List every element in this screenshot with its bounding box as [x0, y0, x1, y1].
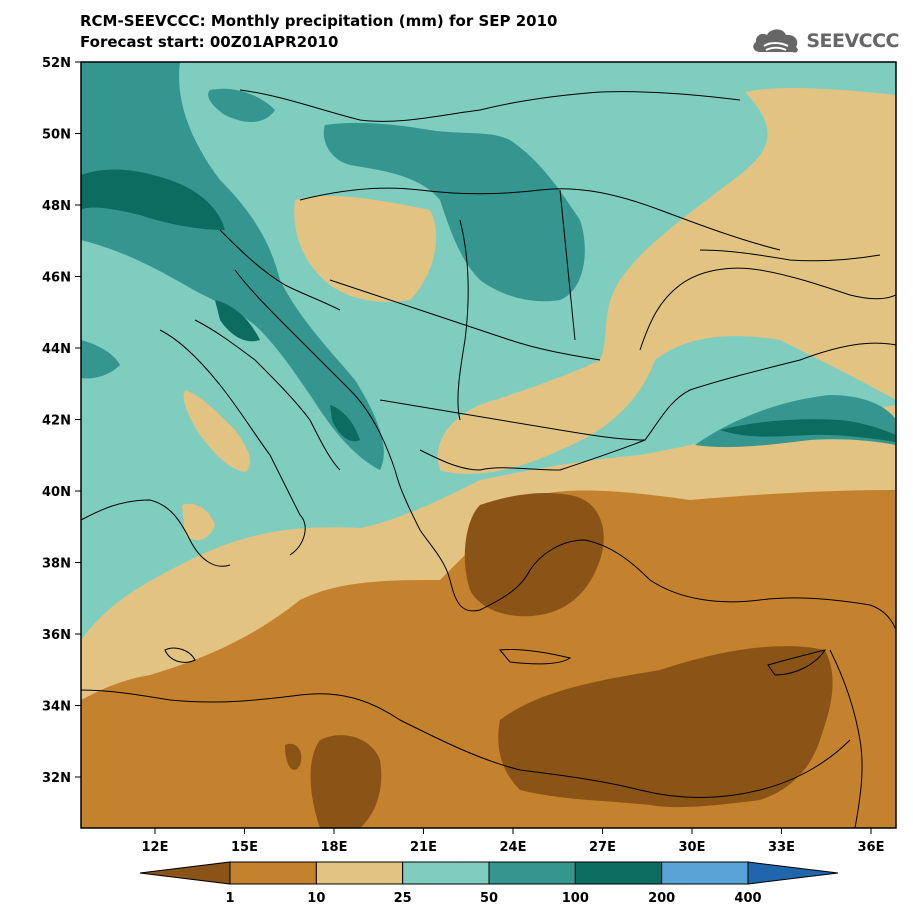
- coastline-sicily: [164, 647, 196, 663]
- border-serbia-romania: [329, 279, 601, 361]
- longitude-axis: 12E 15E 18E 21E 24E 27E 30E 33E 36E: [142, 828, 885, 855]
- colorbar: 1 10 25 50 100 200 400: [139, 861, 839, 906]
- border-slovenia-croatia: [219, 229, 341, 311]
- colorbar-extend-low: [139, 861, 231, 885]
- coastline-greece: [419, 529, 531, 612]
- colorbar-label: 100: [562, 891, 589, 906]
- band-100-200-croatia: [215, 300, 260, 342]
- coastline-north-africa: [81, 689, 851, 798]
- border-romania-east: [559, 189, 576, 341]
- lat-tick-label: 38N: [42, 557, 71, 572]
- precipitation-field: [81, 62, 896, 828]
- coastline-italy-east: [194, 319, 341, 471]
- colorbar-label: 400: [734, 891, 761, 906]
- colorbar-segment: [661, 861, 749, 885]
- border-hungary-ukraine: [299, 187, 781, 251]
- colorbar-segment: [229, 861, 317, 885]
- colorbar-label: 25: [394, 891, 412, 906]
- colorbar-label: 1: [225, 891, 234, 906]
- coastline-tunisia: [81, 499, 231, 567]
- lon-tick-label: 21E: [410, 840, 437, 855]
- band-50-100-carpathian: [323, 122, 585, 302]
- lon-tick-label: 24E: [500, 840, 527, 855]
- lat-tick-label: 48N: [42, 199, 71, 214]
- map-title: RCM-SEEVCCC: Monthly precipitation (mm) …: [80, 12, 558, 30]
- coastline-cyprus: [767, 649, 827, 676]
- band-100-200-anatolia: [720, 419, 896, 442]
- lat-tick-label: 34N: [42, 700, 71, 715]
- lat-tick-label: 44N: [42, 342, 71, 357]
- lon-tick-label: 36E: [858, 840, 885, 855]
- colorbar-segment: [402, 861, 490, 885]
- border-central-europe: [239, 89, 741, 122]
- band-10-25-pannonia: [294, 195, 437, 302]
- colorbar-label: 50: [480, 891, 498, 906]
- lon-tick-label: 30E: [679, 840, 706, 855]
- lon-tick-label: 18E: [321, 840, 348, 855]
- cloud-icon: [753, 29, 799, 53]
- coastlines-borders: [81, 89, 896, 828]
- coastline-levant: [829, 649, 863, 828]
- coastline-turkey-south: [529, 539, 896, 631]
- border-romania-west: [457, 219, 469, 421]
- lat-tick-label: 42N: [42, 414, 71, 429]
- band-10-25-east: [437, 88, 896, 474]
- colorbar-segment: [488, 861, 576, 885]
- band-50-100-alps: [208, 88, 275, 122]
- seevccc-logo: SEEVCCC: [750, 26, 899, 56]
- lat-tick-label: 46N: [42, 271, 71, 286]
- lat-tick-label: 40N: [42, 485, 71, 500]
- lat-tick-label: 32N: [42, 771, 71, 786]
- plot-frame: [80, 61, 897, 829]
- band-50-100-corsica: [81, 340, 120, 379]
- coastline-black-sea-south: [479, 342, 896, 471]
- forecast-start: Forecast start: 00Z01APR2010: [80, 33, 339, 51]
- lat-tick-label: 36N: [42, 628, 71, 643]
- band-100-200-alps: [81, 169, 225, 230]
- colorbar-label: 200: [648, 891, 675, 906]
- colorbar-segment: [315, 861, 404, 885]
- coastline-italy-west: [159, 329, 306, 556]
- lon-tick-label: 27E: [589, 840, 616, 855]
- lon-tick-label: 12E: [142, 840, 169, 855]
- logo-text: SEEVCCC: [806, 30, 899, 52]
- lat-tick-label: 52N: [42, 56, 71, 71]
- band-below-1-small: [285, 743, 302, 770]
- band-10-25-sardinia: [182, 503, 215, 541]
- band-10-25-italy: [183, 390, 251, 472]
- band-below-1-aegean: [464, 493, 604, 617]
- lon-tick-label: 15E: [231, 840, 258, 855]
- coastline-black-sea-north: [639, 267, 896, 351]
- coastline-azov: [699, 249, 881, 262]
- band-below-1-levant: [498, 646, 833, 808]
- band-100-200-montenegro: [330, 405, 360, 442]
- colorbar-label: 10: [307, 891, 325, 906]
- lat-tick-label: 50N: [42, 128, 71, 143]
- border-greece-north: [419, 449, 481, 471]
- border-bulgaria: [379, 399, 646, 441]
- band-50-100-west: [81, 62, 384, 470]
- latitude-axis: 52N 50N 48N 46N 44N 42N 40N 38N 36N 34N 32N: [42, 56, 81, 786]
- coastline-adriatic-east: [234, 269, 421, 531]
- colorbar-segment: [574, 861, 663, 885]
- colorbar-extend-high: [747, 861, 839, 885]
- lon-tick-label: 33E: [768, 840, 795, 855]
- band-below-1-libya: [310, 735, 382, 828]
- coastline-crete: [499, 649, 572, 665]
